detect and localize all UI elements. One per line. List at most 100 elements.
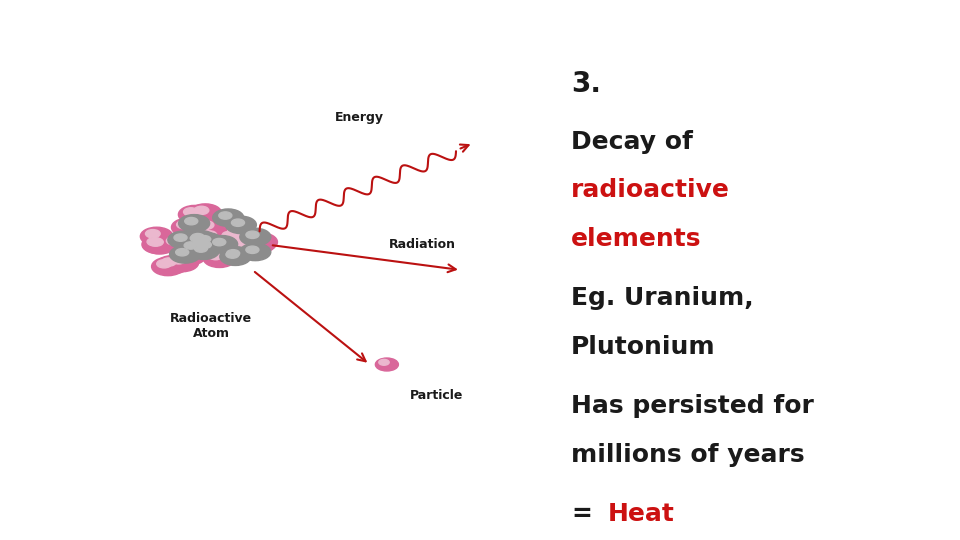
Text: 3.: 3. [571,70,601,98]
Circle shape [156,255,189,274]
Text: radioactive: radioactive [571,178,730,202]
Circle shape [212,235,227,244]
Circle shape [161,258,176,266]
Circle shape [249,237,263,245]
Circle shape [231,219,245,226]
Circle shape [149,238,163,246]
Circle shape [243,234,276,253]
Circle shape [192,233,223,250]
Circle shape [183,208,198,216]
Circle shape [198,237,213,245]
Circle shape [217,229,250,247]
Circle shape [230,237,263,255]
Circle shape [177,220,191,229]
Circle shape [168,231,199,248]
Circle shape [245,233,277,251]
Circle shape [196,232,210,240]
Circle shape [174,247,206,265]
Circle shape [174,234,187,241]
Circle shape [206,233,239,252]
Text: Particle: Particle [410,389,464,402]
Circle shape [187,236,218,253]
Circle shape [209,248,224,256]
Circle shape [191,233,204,241]
Circle shape [223,224,255,242]
Circle shape [185,231,216,248]
Circle shape [246,246,259,253]
Circle shape [147,238,162,246]
Text: Radiation: Radiation [389,238,456,251]
Circle shape [228,226,242,234]
Text: Heat: Heat [608,502,675,526]
Circle shape [240,228,271,246]
Circle shape [188,242,219,259]
Circle shape [156,260,172,268]
Circle shape [213,239,226,246]
Circle shape [193,239,206,246]
Circle shape [195,227,209,235]
Circle shape [197,228,229,247]
Circle shape [199,241,211,248]
Circle shape [246,231,259,239]
Circle shape [170,246,201,263]
Circle shape [191,229,224,247]
Circle shape [189,225,222,243]
Circle shape [172,218,204,237]
Circle shape [197,241,229,260]
Circle shape [146,230,160,238]
Text: Decay of: Decay of [571,130,693,153]
Circle shape [221,247,252,264]
Circle shape [190,234,204,242]
Text: Eg. Uranium,: Eg. Uranium, [571,286,754,310]
Circle shape [152,258,184,276]
Circle shape [179,249,193,257]
Circle shape [178,239,209,256]
Circle shape [189,204,222,222]
Circle shape [195,234,228,252]
Circle shape [199,221,214,229]
Circle shape [200,239,232,257]
Circle shape [226,230,258,248]
Circle shape [250,235,265,244]
Text: =: = [571,502,592,526]
Circle shape [190,240,223,259]
Circle shape [195,245,207,252]
Circle shape [140,227,173,246]
Circle shape [375,358,398,371]
Circle shape [196,242,210,251]
Circle shape [200,236,214,244]
Circle shape [230,232,245,240]
Circle shape [185,236,200,244]
Circle shape [194,219,227,237]
Circle shape [204,249,236,267]
Circle shape [204,246,237,264]
Circle shape [220,248,251,266]
Circle shape [189,236,220,253]
Circle shape [193,235,226,253]
Circle shape [379,360,389,365]
Text: millions of years: millions of years [571,443,804,467]
Circle shape [226,251,239,258]
Circle shape [179,214,209,232]
Circle shape [203,244,217,252]
Circle shape [240,243,271,261]
Circle shape [204,241,219,249]
Circle shape [195,239,208,246]
Circle shape [184,242,197,249]
Circle shape [227,249,240,257]
Circle shape [192,238,224,255]
Text: Has persisted for: Has persisted for [571,394,814,418]
Circle shape [161,234,194,253]
Circle shape [213,209,244,226]
Circle shape [226,216,256,234]
Circle shape [219,212,232,219]
Text: Radioactive
Atom: Radioactive Atom [170,312,252,340]
Circle shape [184,232,215,249]
Circle shape [203,231,217,239]
Circle shape [184,218,198,225]
Circle shape [143,235,176,254]
Text: elements: elements [571,227,702,251]
Circle shape [198,235,211,243]
Circle shape [179,205,211,224]
Circle shape [142,235,175,254]
